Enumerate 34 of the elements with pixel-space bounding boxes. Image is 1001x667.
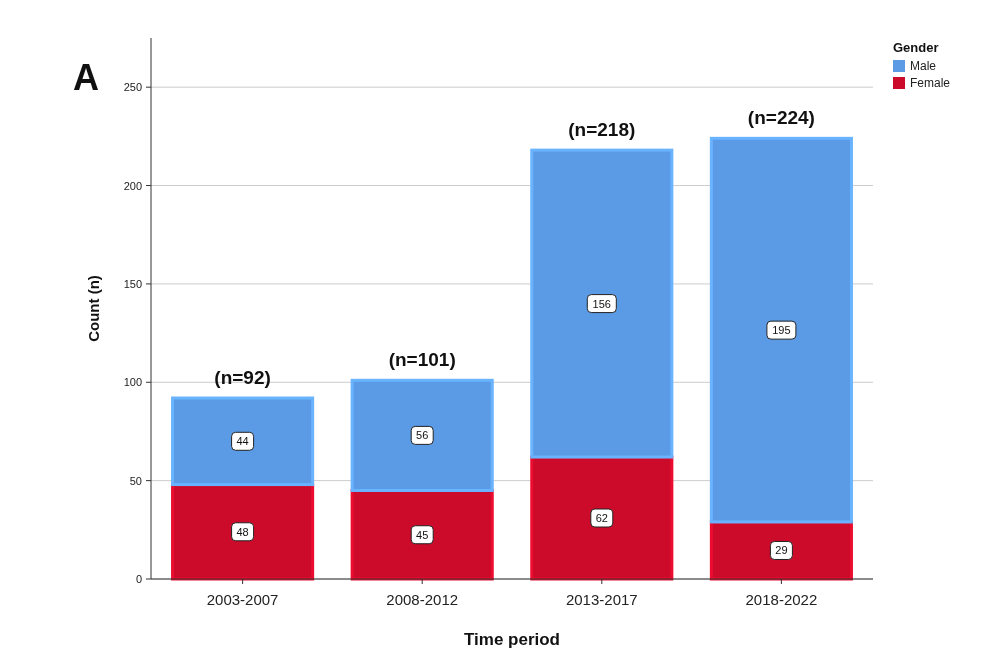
data-label: 44 <box>236 435 249 448</box>
x-tick-label: 2013-2017 <box>565 591 638 608</box>
y-tick-label: 250 <box>123 81 142 94</box>
total-label: (n=92) <box>214 367 271 389</box>
x-tick-label: 2003-2007 <box>206 591 279 608</box>
legend-label: Female <box>910 76 951 90</box>
text: A <box>73 57 99 98</box>
legend-title: Gender <box>893 40 939 55</box>
total-label: (n=218) <box>568 119 636 141</box>
bar <box>709 136 853 524</box>
y-tick-label: 50 <box>129 474 142 487</box>
x-axis-title: Time period <box>463 630 561 649</box>
x-tick-label: 2018-2022 <box>745 591 818 608</box>
data-label: 48 <box>236 525 249 538</box>
legend-label: Male <box>910 59 937 73</box>
bar <box>171 396 315 487</box>
y-axis-title: Count (n) <box>85 275 102 342</box>
x-tick-label: 2008-2012 <box>386 591 459 608</box>
total-label: (n=101) <box>388 349 456 371</box>
bar <box>530 148 674 459</box>
y-tick-label: 0 <box>135 573 142 585</box>
data-label: 156 <box>592 297 611 310</box>
bar <box>171 483 315 581</box>
data-label: 56 <box>416 429 429 442</box>
y-tick-label: 150 <box>123 277 142 290</box>
data-label: 195 <box>772 324 791 337</box>
data-label: 45 <box>416 528 429 541</box>
y-tick-label: 100 <box>123 376 142 389</box>
total-label: (n=224) <box>747 107 815 129</box>
y-tick-label: 200 <box>123 179 142 192</box>
bar <box>709 520 853 581</box>
data-label: 29 <box>775 544 788 557</box>
data-label: 62 <box>595 512 608 525</box>
bar <box>350 378 494 492</box>
